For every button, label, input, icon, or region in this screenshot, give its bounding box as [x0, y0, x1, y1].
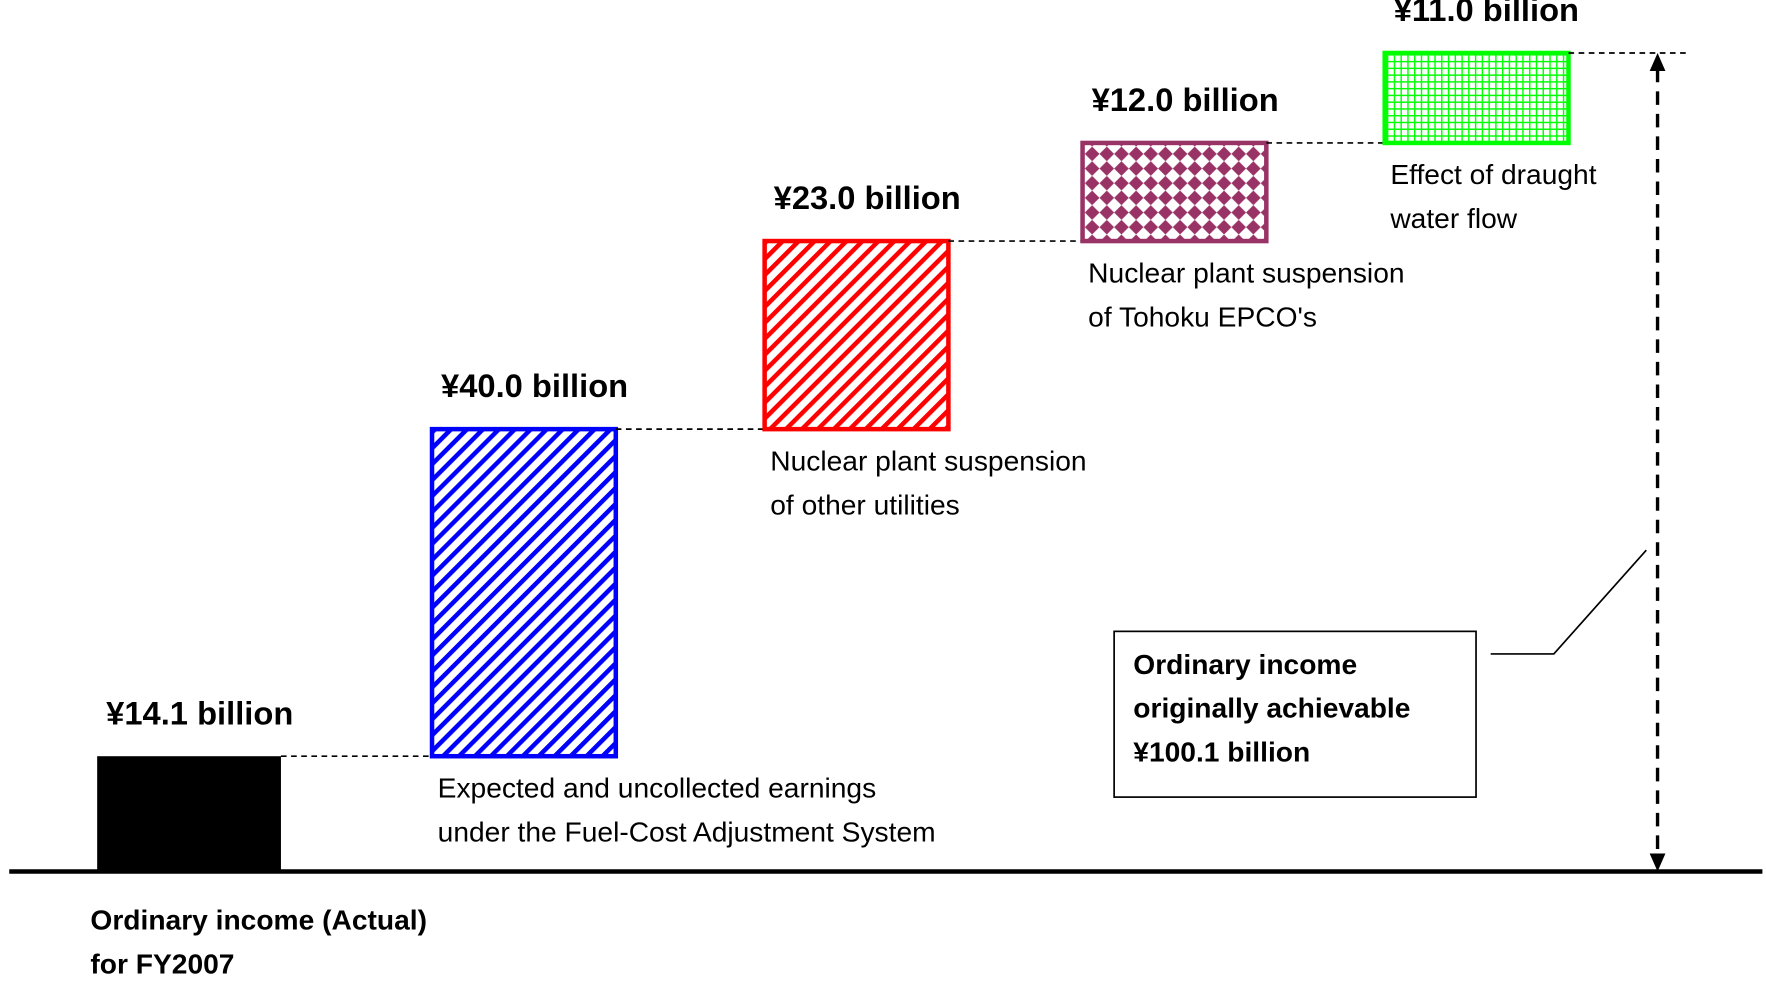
category-label: Nuclear plant suspension	[770, 444, 1086, 476]
total-label: originally achievable	[1133, 692, 1410, 724]
annotation-box	[1113, 630, 1477, 798]
category-label: Effect of draught	[1390, 158, 1596, 190]
bar	[762, 238, 951, 432]
category-label: Nuclear plant suspension	[1088, 256, 1404, 288]
value-label: ¥40.0 billion	[441, 367, 628, 404]
value-label: ¥14.1 billion	[106, 694, 293, 731]
bar	[1080, 140, 1269, 244]
category-label: water flow	[1389, 202, 1517, 234]
bar	[97, 756, 281, 872]
value-label: ¥23.0 billion	[774, 179, 961, 216]
category-label: Ordinary income (Actual)	[90, 904, 427, 936]
total-value-label: ¥100.1 billion	[1133, 736, 1310, 768]
bar	[1382, 50, 1571, 146]
value-label: ¥12.0 billion	[1092, 81, 1279, 118]
arrow-head	[1649, 52, 1666, 72]
bar	[429, 426, 619, 759]
total-label: Ordinary income	[1133, 648, 1357, 680]
arrow-head	[1649, 853, 1666, 872]
category-label: of Tohoku EPCO's	[1088, 300, 1317, 332]
category-label: of other utilities	[770, 488, 959, 520]
category-label: Expected and uncollected earnings	[438, 771, 877, 803]
leader-line	[1490, 549, 1647, 655]
value-label: ¥11.0 billion	[1394, 0, 1579, 28]
category-label: under the Fuel-Cost Adjustment System	[438, 815, 936, 847]
category-label: for FY2007	[90, 948, 234, 980]
